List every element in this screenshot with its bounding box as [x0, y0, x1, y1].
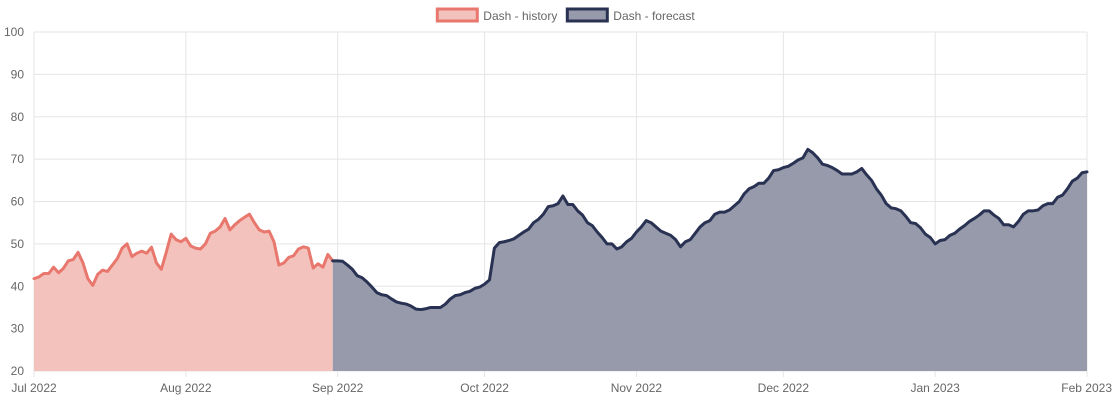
y-tick-label: 100	[4, 25, 24, 39]
series-areas	[34, 149, 1087, 371]
legend-item[interactable]: Dash - history	[435, 7, 557, 23]
legend-swatch	[435, 7, 479, 23]
y-tick-label: 60	[11, 195, 25, 209]
x-tick-label: Jul 2022	[11, 381, 57, 395]
y-tick-label: 20	[11, 364, 25, 378]
series-line-0	[32, 212, 335, 287]
series-lines	[32, 147, 1089, 312]
axes: 20 30 40 50 60 70 80 90 100 Jul 2022 Aug 2022 Sep 2…	[4, 25, 1112, 395]
y-tick-label: 80	[11, 110, 25, 124]
legend-item[interactable]: Dash - forecast	[565, 7, 695, 23]
legend-label: Dash - forecast	[613, 9, 695, 23]
y-tick-label: 30	[11, 322, 25, 336]
x-tick-label: Feb 2023	[1061, 381, 1112, 395]
legend-swatch	[565, 7, 609, 23]
series-area-1	[332, 149, 1087, 371]
series-line-1	[331, 147, 1089, 312]
x-tick-label: Aug 2022	[160, 381, 212, 395]
legend-label: Dash - history	[483, 9, 557, 23]
x-tick-label: Dec 2022	[758, 381, 810, 395]
x-tick-label: Nov 2022	[611, 381, 663, 395]
y-tick-label: 70	[11, 152, 25, 166]
series-area-0	[34, 214, 333, 371]
legend: Dash - history Dash - forecast	[435, 7, 695, 23]
y-tick-label: 40	[11, 279, 25, 293]
x-tick-label: Jan 2023	[910, 381, 960, 395]
y-tick-label: 90	[11, 67, 25, 81]
y-tick-label: 50	[11, 237, 25, 251]
x-tick-label: Oct 2022	[460, 381, 509, 395]
x-tick-label: Sep 2022	[312, 381, 364, 395]
